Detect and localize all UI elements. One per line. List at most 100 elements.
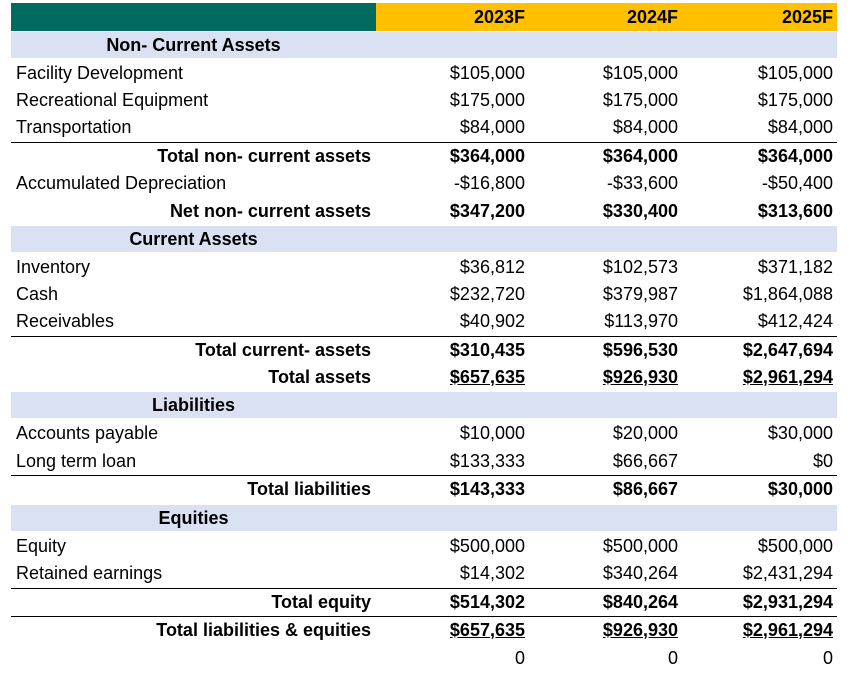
total-row: Total liabilities $143,333 $86,667 $30,0… <box>11 476 837 502</box>
value-2024: $500,000 <box>602 535 678 556</box>
value-2024: $102,573 <box>602 256 678 277</box>
value-2025: $412,424 <box>757 310 833 331</box>
row-label: Cash <box>16 283 59 304</box>
value-2024: $113,970 <box>604 310 678 331</box>
value-2025: $175,000 <box>757 89 833 110</box>
value-2024: $379,987 <box>602 283 678 304</box>
section-header-non-current-assets: Non- Current Assets <box>11 32 837 58</box>
section-header-liabilities: Liabilities <box>11 392 837 418</box>
value-2024: $20,000 <box>612 422 678 443</box>
section-title: Non- Current Assets <box>106 34 281 55</box>
table-row: Cash $232,720 $379,987 $1,864,088 <box>11 281 837 307</box>
grand-total-row: Total liabilities & equities $657,635 $9… <box>11 617 837 643</box>
row-label: Receivables <box>16 310 115 331</box>
value-2023: $175,000 <box>449 89 525 110</box>
section-title: Liabilities <box>151 394 236 415</box>
table-row: Equity $500,000 $500,000 $500,000 <box>11 533 837 559</box>
value-2024: $364,000 <box>602 145 678 166</box>
row-label: Total liabilities & equities <box>156 619 371 640</box>
value-2024: $840,264 <box>602 591 678 612</box>
value-2025: $2,431,294 <box>742 562 833 583</box>
value-2024: $105,000 <box>602 62 678 83</box>
value-2023: $310,435 <box>449 339 525 360</box>
value-2025: $371,182 <box>757 256 833 277</box>
value-2025: $30,000 <box>767 422 833 443</box>
total-row: Total equity $514,302 $840,264 $2,931,29… <box>11 589 837 615</box>
row-label: Accumulated Depreciation <box>16 172 227 193</box>
table-row: Accumulated Depreciation -$16,800 -$33,6… <box>11 170 837 196</box>
total-row: Total current- assets $310,435 $596,530 … <box>11 337 837 363</box>
divider-line <box>11 475 837 476</box>
value-2025: $84,000 <box>767 116 833 137</box>
divider-line <box>11 588 837 589</box>
value-2024: -$33,600 <box>606 172 678 193</box>
section-title: Current Assets <box>129 228 258 249</box>
header-row: 2023F 2024F 2025F <box>11 3 837 31</box>
check-value-2023: 0 <box>514 647 525 668</box>
value-2025: $2,961,294 <box>742 366 833 387</box>
row-label: Equity <box>16 535 67 556</box>
divider-line <box>11 336 837 337</box>
table-row: Recreational Equipment $175,000 $175,000… <box>11 87 837 113</box>
row-label: Facility Development <box>16 62 184 83</box>
value-2025: $0 <box>812 450 833 471</box>
value-2023: $232,720 <box>449 283 525 304</box>
value-2023: $347,200 <box>449 200 525 221</box>
value-2024: $596,530 <box>602 339 678 360</box>
value-2023: $500,000 <box>449 535 525 556</box>
value-2023: $36,812 <box>459 256 525 277</box>
value-2024: $84,000 <box>612 116 678 137</box>
value-2025: $1,864,088 <box>742 283 833 304</box>
grand-total-row: Total assets $657,635 $926,930 $2,961,29… <box>11 364 837 390</box>
value-2024: $66,667 <box>612 450 678 471</box>
value-2024: $926,930 <box>602 619 678 640</box>
table-row: Transportation $84,000 $84,000 $84,000 <box>11 114 837 140</box>
total-row: Total non- current assets $364,000 $364,… <box>11 143 837 169</box>
section-title: Equities <box>158 507 229 528</box>
row-label: Accounts payable <box>16 422 159 443</box>
check-value-2024: 0 <box>667 647 678 668</box>
year-2025-header: 2025F <box>781 6 833 27</box>
value-2025: $500,000 <box>757 535 833 556</box>
divider-line <box>11 142 837 143</box>
value-2023: $40,902 <box>459 310 525 331</box>
row-label: Total non- current assets <box>157 145 371 166</box>
value-2023: $133,333 <box>449 450 525 471</box>
header-label-cell <box>11 3 376 31</box>
value-2025: -$50,400 <box>761 172 833 193</box>
value-2023: $514,302 <box>449 591 525 612</box>
value-2023: $10,000 <box>459 422 525 443</box>
value-2024: $175,000 <box>602 89 678 110</box>
value-2023: -$16,800 <box>453 172 525 193</box>
row-label: Transportation <box>16 116 132 137</box>
section-header-current-assets: Current Assets <box>11 226 837 252</box>
value-2025: $30,000 <box>767 478 833 499</box>
table-row: Inventory $36,812 $102,573 $371,182 <box>11 254 837 280</box>
value-2024: $330,400 <box>602 200 678 221</box>
value-2025: $2,961,294 <box>742 619 833 640</box>
row-label: Long term loan <box>16 450 137 471</box>
value-2025: $105,000 <box>757 62 833 83</box>
check-value-2025: 0 <box>822 647 833 668</box>
row-label: Retained earnings <box>16 562 163 583</box>
row-label: Total current- assets <box>195 339 371 360</box>
section-header-equities: Equities <box>11 505 837 531</box>
row-label: Net non- current assets <box>169 200 371 221</box>
row-label: Total equity <box>271 591 371 612</box>
value-2024: $86,667 <box>612 478 678 499</box>
table-row: Facility Development $105,000 $105,000 $… <box>11 60 837 86</box>
row-label: Total liabilities <box>247 478 371 499</box>
value-2023: $105,000 <box>449 62 525 83</box>
check-row: 0 0 0 <box>11 645 837 671</box>
value-2023: $364,000 <box>449 145 525 166</box>
row-label: Total assets <box>268 366 371 387</box>
value-2025: $364,000 <box>757 145 833 166</box>
divider-line <box>11 616 837 617</box>
year-2023-header: 2023F <box>473 6 525 27</box>
table-row: Long term loan $133,333 $66,667 $0 <box>11 448 837 474</box>
value-2025: $2,647,694 <box>742 339 833 360</box>
value-2023: $657,635 <box>449 619 525 640</box>
value-2023: $143,333 <box>449 478 525 499</box>
value-2024: $926,930 <box>602 366 678 387</box>
